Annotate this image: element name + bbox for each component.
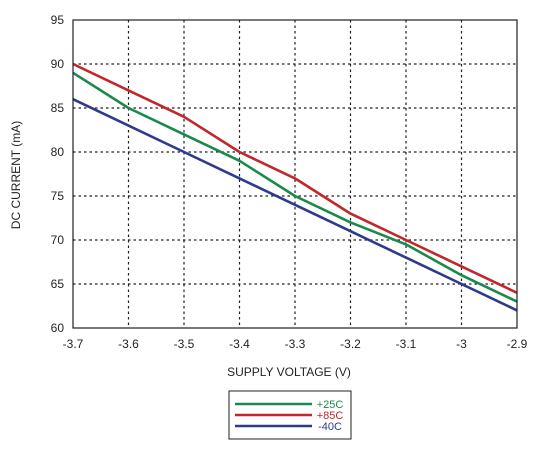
x-tick-label: -3	[456, 337, 467, 351]
y-tick-label: 95	[51, 13, 65, 27]
series-line	[72, 62, 518, 294]
x-tick-label: -3.5	[174, 337, 195, 351]
x-tick-label: -3.7	[63, 337, 84, 351]
y-axis-title: DC CURRENT (mA)	[9, 121, 23, 229]
x-tick-labels: -3.7 -3.6 -3.5 -3.4 -3.3 -3.2 -3.1 -3 -2.9	[63, 337, 528, 351]
grid	[73, 20, 517, 328]
series-lines	[72, 62, 518, 312]
series-line	[72, 98, 518, 312]
x-tick-label: -3.1	[396, 337, 417, 351]
y-tick-label: 90	[51, 57, 65, 71]
legend-label: +85C	[317, 410, 344, 422]
legend-label: +25C	[317, 399, 344, 411]
y-tick-labels: 60 65 70 75 80 85 90 95	[51, 13, 65, 335]
y-tick-label: 85	[51, 101, 65, 115]
x-tick-label: -3.6	[118, 337, 139, 351]
legend: +25C+85C-40C	[228, 390, 352, 440]
y-tick-label: 65	[51, 277, 65, 291]
x-tick-label: -3.4	[229, 337, 250, 351]
series-line	[72, 71, 518, 303]
x-tick-label: -2.9	[507, 337, 528, 351]
y-tick-label: 80	[51, 145, 65, 159]
x-axis-title: SUPPLY VOLTAGE (V)	[227, 365, 351, 379]
legend-label: -40C	[318, 421, 342, 433]
x-tick-label: -3.3	[285, 337, 306, 351]
y-tick-label: 70	[51, 233, 65, 247]
plot-frame	[72, 19, 518, 329]
y-tick-label: 60	[51, 321, 65, 335]
y-tick-label: 75	[51, 189, 65, 203]
x-tick-label: -3.2	[340, 337, 361, 351]
